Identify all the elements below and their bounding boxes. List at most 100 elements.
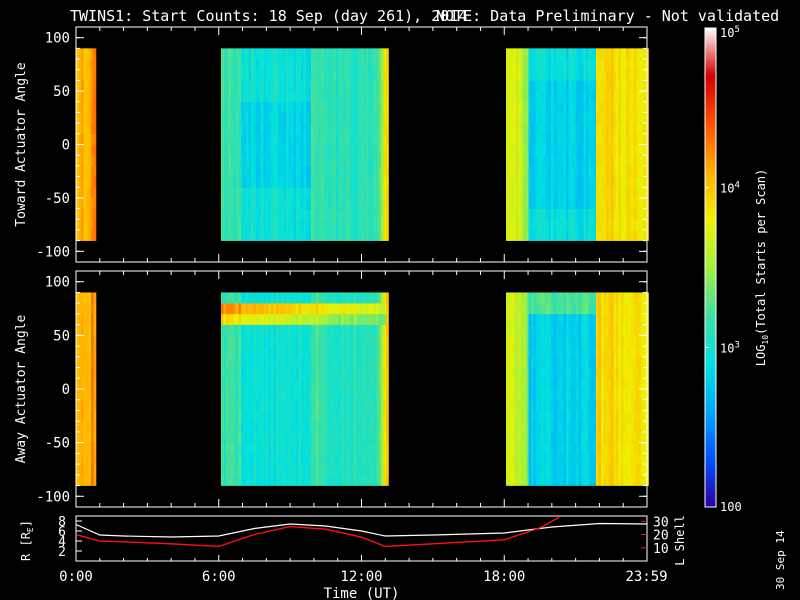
heatmap-cell — [588, 91, 592, 103]
heatmap-cell — [633, 410, 637, 422]
heatmap-cell — [361, 133, 364, 145]
heatmap-cell — [571, 123, 574, 135]
heatmap-cell — [326, 176, 329, 188]
heatmap-cell — [583, 410, 587, 422]
heatmap-cell — [573, 464, 577, 476]
heatmap-cell — [563, 313, 567, 325]
heatmap-cell — [578, 474, 582, 486]
heatmap-cell — [241, 378, 244, 390]
heatmap-cell — [628, 421, 632, 433]
heatmap-cell — [336, 356, 339, 368]
heatmap-cell — [351, 123, 354, 135]
heatmap-cell — [278, 367, 282, 379]
heatmap-cell — [93, 155, 97, 167]
heatmap-cell — [603, 421, 607, 433]
heatmap-cell — [598, 155, 602, 167]
heatmap-cell — [88, 378, 92, 390]
heatmap-cell — [346, 313, 349, 325]
heatmap-cell — [288, 69, 292, 81]
heatmap-cell — [298, 69, 302, 81]
heatmap-cell — [616, 367, 619, 379]
heatmap-cell — [628, 356, 632, 368]
heatmap-cell — [538, 165, 542, 177]
heatmap-cell — [373, 292, 377, 304]
heatmap-cell — [581, 356, 584, 368]
heatmap-cell — [221, 378, 224, 390]
heatmap-cell — [531, 442, 534, 454]
heatmap-cell — [621, 208, 624, 220]
heatmap-cell — [528, 59, 532, 71]
heatmap-cell — [251, 80, 254, 92]
heatmap-cell — [618, 48, 622, 60]
heatmap-cell — [516, 69, 519, 81]
heatmap-cell — [336, 91, 339, 103]
heatmap-cell — [293, 335, 297, 347]
heatmap-cell — [541, 187, 544, 199]
heatmap-cell — [351, 197, 354, 209]
heatmap-cell — [88, 197, 92, 209]
heatmap-cell — [378, 378, 382, 390]
heatmap-cell — [268, 442, 272, 454]
heatmap-cell — [563, 346, 567, 358]
heatmap-cell — [371, 133, 374, 145]
heatmap-cell — [353, 80, 357, 92]
heatmap-cell — [513, 176, 517, 188]
heatmap-cell — [376, 389, 379, 401]
heatmap-cell — [556, 69, 559, 81]
heatmap-cell — [553, 208, 557, 220]
heatmap-cell — [336, 442, 339, 454]
heatmap-cell — [253, 378, 257, 390]
heatmap-cell — [576, 464, 579, 476]
heatmap-cell — [316, 410, 319, 422]
heatmap-cell — [316, 197, 319, 209]
heatmap-cell — [286, 48, 289, 60]
heatmap-cell — [596, 346, 599, 358]
heatmap-cell — [528, 464, 532, 476]
heatmap-cell — [608, 453, 612, 465]
heatmap-cell — [371, 165, 374, 177]
heatmap-cell — [523, 442, 527, 454]
heatmap-cell — [356, 219, 359, 231]
heatmap-cell — [241, 123, 244, 135]
heatmap-cell — [303, 464, 307, 476]
heatmap-cell — [518, 187, 522, 199]
heatmap-cell — [573, 59, 577, 71]
heatmap-cell — [571, 59, 574, 71]
heatmap-cell — [378, 346, 382, 358]
heatmap-cell — [558, 91, 562, 103]
heatmap-cell — [561, 410, 564, 422]
heatmap-cell — [238, 101, 242, 113]
heatmap-cell — [531, 421, 534, 433]
heatmap-cell — [283, 69, 287, 81]
heatmap-cell — [258, 197, 262, 209]
heatmap-cell — [633, 59, 637, 71]
heatmap-cell — [561, 367, 564, 379]
heatmap-cell — [621, 101, 624, 113]
heatmap-cell — [553, 187, 557, 199]
heatmap-cell — [261, 112, 264, 124]
heatmap-cell — [78, 229, 82, 241]
heatmap-cell — [623, 335, 627, 347]
heatmap-cell — [313, 101, 317, 113]
heatmap-cell — [561, 378, 564, 390]
heatmap-cell — [553, 165, 557, 177]
heatmap-cell — [311, 303, 314, 315]
heatmap-cell — [576, 367, 579, 379]
heatmap-cell — [526, 474, 529, 486]
heatmap-cell — [323, 80, 327, 92]
heatmap-cell — [303, 389, 307, 401]
heatmap-cell — [296, 59, 299, 71]
heatmap-cell — [578, 91, 582, 103]
heatmap-cell — [268, 378, 272, 390]
heatmap-cell — [298, 335, 302, 347]
heatmap-cell — [301, 144, 304, 156]
heatmap-cell — [516, 346, 519, 358]
heatmap-cell — [263, 48, 267, 60]
heatmap-cell — [568, 229, 572, 241]
heatmap-cell — [533, 69, 537, 81]
heatmap-cell — [528, 453, 532, 465]
heatmap-cell — [631, 303, 634, 315]
heatmap-cell — [246, 346, 249, 358]
heatmap-cell — [258, 229, 262, 241]
heatmap-cell — [631, 313, 634, 325]
